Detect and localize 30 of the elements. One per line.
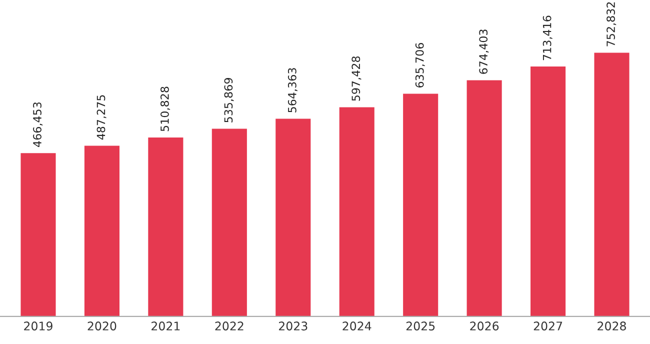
- x-tick-label: 2026: [470, 322, 499, 330]
- data-label: 752,832: [606, 2, 616, 46]
- x-tick-label: 2020: [88, 322, 116, 330]
- x-tick-label: 2019: [24, 322, 52, 330]
- bar: [594, 52, 630, 316]
- data-label: 487,275: [96, 95, 106, 140]
- data-label: 466,453: [33, 102, 43, 147]
- bar: [212, 128, 247, 316]
- x-tick-label: 2024: [342, 322, 372, 330]
- data-label: 597,428: [352, 56, 362, 101]
- bar: [339, 107, 374, 316]
- bar: [403, 94, 438, 316]
- bar: [276, 118, 311, 316]
- data-label: 713,416: [542, 16, 552, 60]
- data-label: 674,403: [479, 30, 489, 74]
- bar: [84, 146, 120, 316]
- bar: [466, 80, 502, 316]
- data-label: 564,363: [288, 68, 298, 112]
- x-tick-label: 2021: [152, 322, 180, 330]
- data-label: 510,828: [160, 86, 170, 132]
- x-tick-label: 2027: [534, 322, 562, 330]
- x-tick-label: 2023: [278, 322, 308, 330]
- x-tick-label: 2025: [406, 322, 435, 330]
- data-label: 635,706: [415, 42, 425, 88]
- x-tick-label: 2022: [215, 322, 244, 330]
- bar: [530, 66, 566, 316]
- bar: [20, 153, 56, 316]
- data-label: 535,869: [224, 78, 234, 122]
- x-tick-label: 2028: [598, 322, 626, 330]
- bar: [148, 138, 184, 316]
